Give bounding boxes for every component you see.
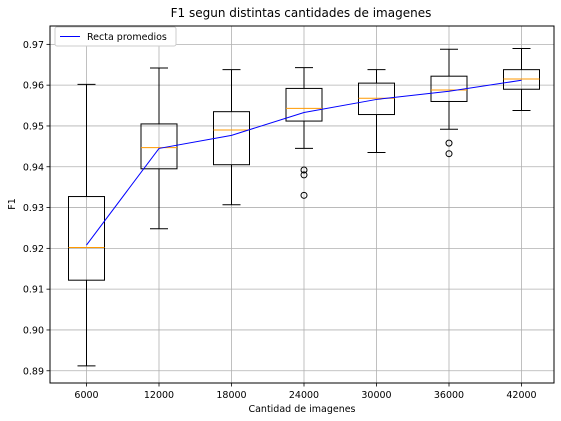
outlier-point (300, 166, 308, 174)
grid (50, 26, 554, 383)
x-tick-label: 18000 (216, 390, 246, 401)
box-36000 (430, 48, 468, 158)
box-24000 (285, 67, 323, 199)
y-tick-label: 0.96 (23, 81, 44, 92)
x-tick-label: 42000 (506, 390, 536, 401)
box-42000 (503, 47, 540, 111)
legend: Recta promedios (54, 26, 177, 47)
y-axis-label: F1 (7, 198, 18, 210)
box-iqr (285, 87, 323, 122)
box-iqr (68, 196, 105, 281)
y-tick-label: 0.93 (23, 203, 44, 214)
y-tick-label: 0.94 (23, 162, 44, 173)
box-30000 (358, 69, 395, 153)
x-tick-label: 12000 (144, 390, 174, 401)
series-line-recta-promedios (86, 79, 522, 246)
x-tick-label: 24000 (289, 390, 319, 401)
x-tick-label: 6000 (74, 390, 98, 401)
x-tick-label: 36000 (434, 390, 464, 401)
box-iqr (358, 82, 395, 116)
y-ticks: 0.89 0.90 0.91 0.92 0.93 0.94 0.95 0.96 0.97 (23, 40, 50, 377)
outlier-point (300, 171, 308, 179)
y-tick-label: 0.91 (23, 285, 44, 296)
y-tick-label: 0.90 (23, 325, 44, 336)
legend-label: Recta promedios (87, 32, 167, 43)
boxes (68, 47, 540, 367)
box-12000 (140, 67, 178, 230)
x-ticks: 6000 12000 18000 24000 30000 36000 42000 (74, 383, 537, 401)
legend-box (54, 26, 177, 47)
y-tick-label: 0.92 (23, 244, 44, 255)
box-6000 (68, 83, 105, 367)
outlier-point (300, 191, 308, 199)
y-tick-label: 0.89 (23, 366, 44, 377)
plot-frame (49, 25, 555, 384)
x-tick-label: 30000 (361, 390, 391, 401)
outlier-point (445, 150, 453, 158)
outlier-point (445, 139, 453, 147)
chart-title: F1 segun distintas cantidades de imagene… (171, 6, 432, 20)
y-tick-label: 0.97 (23, 40, 44, 51)
y-tick-label: 0.95 (23, 121, 44, 132)
box-iqr (140, 123, 178, 170)
x-axis-label: Cantidad de imagenes (248, 404, 355, 415)
series (86, 79, 522, 246)
